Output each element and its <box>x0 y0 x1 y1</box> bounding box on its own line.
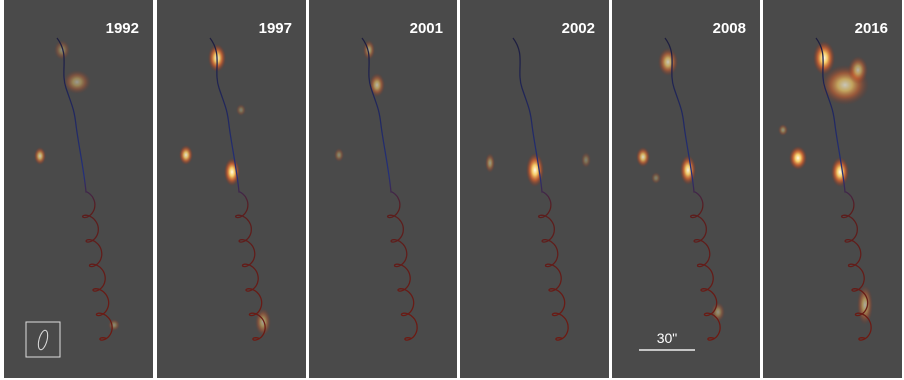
emission-blob <box>636 147 650 167</box>
emission-blob <box>778 124 788 136</box>
emission-blob <box>369 73 385 97</box>
panel-background <box>460 0 609 378</box>
emission-blob <box>179 145 193 165</box>
emission-blob <box>651 172 661 184</box>
emission-blob <box>334 148 344 162</box>
panel-background <box>612 0 760 378</box>
emission-blob <box>680 155 696 185</box>
emission-blob <box>581 152 591 168</box>
panel: 1997 <box>157 0 306 378</box>
panel: 2002 <box>460 0 609 378</box>
panel: 2008 <box>612 0 760 378</box>
panel-year: 2016 <box>855 20 888 37</box>
panel: 2016 <box>763 0 902 378</box>
panel-year: 2008 <box>713 20 746 37</box>
emission-blob <box>236 104 246 116</box>
panel-year: 2002 <box>562 20 595 37</box>
emission-blob <box>857 285 873 325</box>
emission-blob <box>34 147 46 165</box>
panel-background <box>309 0 457 378</box>
panel-year: 1997 <box>259 20 292 37</box>
panel-year: 1992 <box>106 20 139 37</box>
panel: 1992 <box>4 0 153 378</box>
emission-blob <box>848 56 868 84</box>
panel-background <box>157 0 306 378</box>
emission-blob <box>658 48 678 76</box>
panel: 2001 <box>309 0 457 378</box>
figure: 1992 1997 2001 2002 2008 2016 30" <box>0 0 904 380</box>
panel-background <box>4 0 153 378</box>
emission-blob <box>831 157 849 187</box>
emission-blob <box>485 153 495 173</box>
emission-blob <box>54 40 70 60</box>
emission-blob <box>789 146 807 170</box>
panel-year: 2001 <box>410 20 443 37</box>
scale-label: 30" <box>657 330 678 346</box>
